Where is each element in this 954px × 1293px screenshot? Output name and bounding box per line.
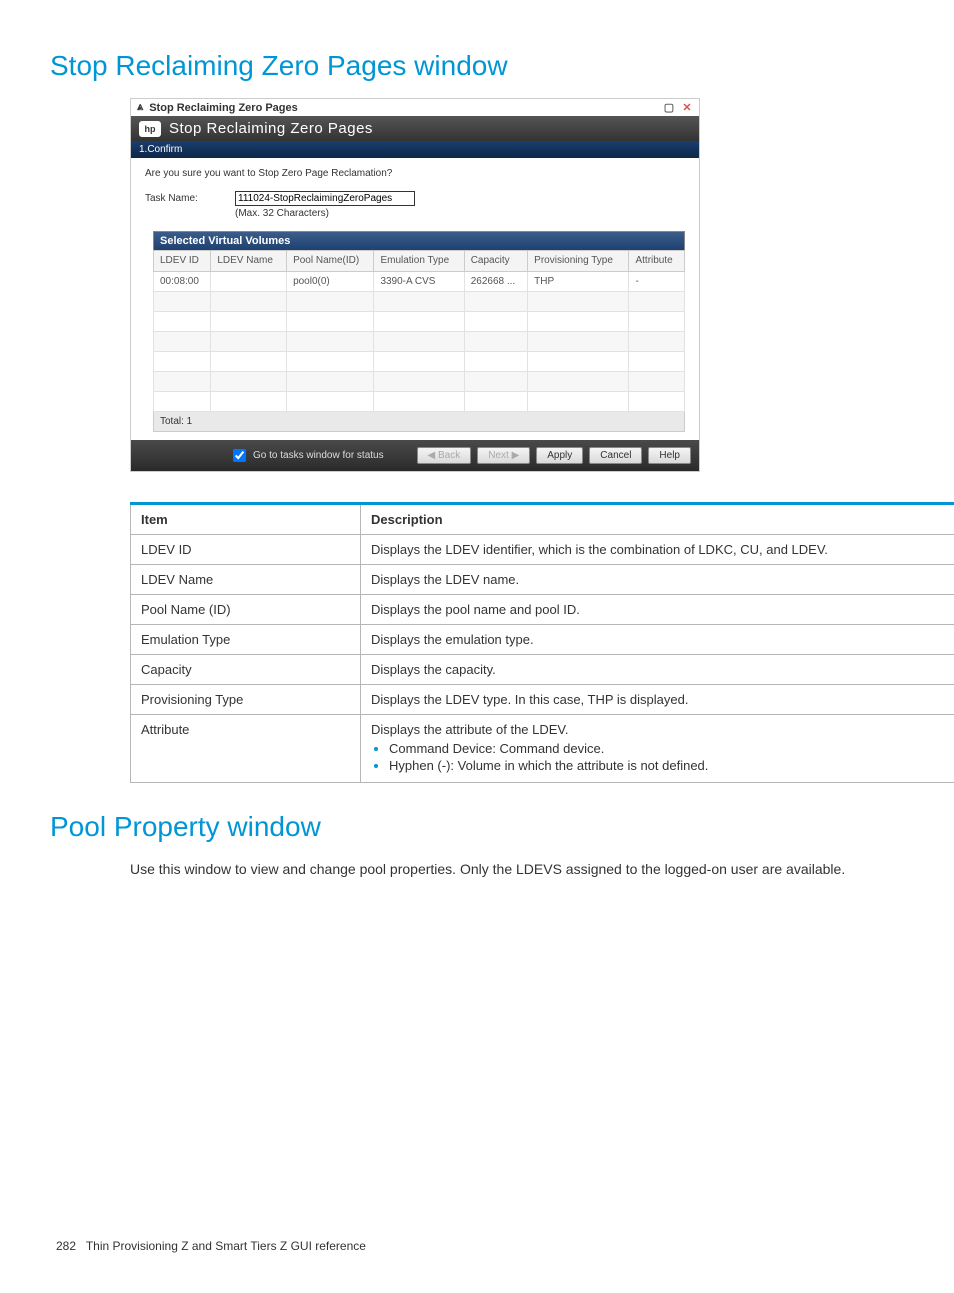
- table-row: [154, 311, 685, 331]
- collapse-icon[interactable]: ⩓: [137, 101, 143, 114]
- desc-text: Displays the LDEV name.: [361, 564, 954, 594]
- cell-pool: pool0(0): [287, 271, 374, 291]
- selected-volumes-grid: Selected Virtual Volumes LDEV ID LDEV Na…: [153, 231, 685, 432]
- cell-ldev-name: [211, 271, 287, 291]
- table-row: [154, 291, 685, 311]
- col-ldev-id[interactable]: LDEV ID: [154, 251, 211, 272]
- cell-attr: -: [629, 271, 685, 291]
- window-title: Stop Reclaiming Zero Pages: [149, 102, 298, 114]
- desc-text: Displays the LDEV identifier, which is t…: [361, 534, 954, 564]
- desc-item: Pool Name (ID): [131, 594, 361, 624]
- wizard-step-confirm: 1.Confirm: [131, 141, 699, 158]
- task-name-label: Task Name:: [145, 191, 215, 204]
- desc-text: Displays the LDEV type. In this case, TH…: [361, 684, 954, 714]
- section-heading-stop-reclaiming: Stop Reclaiming Zero Pages window: [50, 50, 904, 82]
- table-row[interactable]: 00:08:00 pool0(0) 3390-A CVS 262668 ... …: [154, 271, 685, 291]
- section-heading-pool-property: Pool Property window: [50, 811, 904, 843]
- col-attribute[interactable]: Attribute: [629, 251, 685, 272]
- desc-text: Displays the capacity.: [361, 654, 954, 684]
- cell-cap: 262668 ...: [464, 271, 527, 291]
- dialog-header: hp Stop Reclaiming Zero Pages: [131, 116, 699, 141]
- col-emulation-type[interactable]: Emulation Type: [374, 251, 464, 272]
- attr-line: Displays the attribute of the LDEV.: [371, 722, 569, 737]
- desc-head-desc: Description: [361, 503, 954, 534]
- cell-emu: 3390-A CVS: [374, 271, 464, 291]
- dialog-body: Are you sure you want to Stop Zero Page …: [131, 158, 699, 440]
- cell-ldev-id: 00:08:00: [154, 271, 211, 291]
- col-ldev-name[interactable]: LDEV Name: [211, 251, 287, 272]
- apply-button[interactable]: Apply: [536, 447, 583, 464]
- attr-bullet: Hyphen (-): Volume in which the attribut…: [389, 758, 954, 773]
- task-name-input[interactable]: [235, 191, 415, 206]
- desc-item: Emulation Type: [131, 624, 361, 654]
- description-table: Item Description LDEV IDDisplays the LDE…: [130, 502, 954, 783]
- table-row: [154, 391, 685, 411]
- go-to-tasks-checkbox-wrap[interactable]: Go to tasks window for status: [229, 446, 384, 465]
- footer-text: Thin Provisioning Z and Smart Tiers Z GU…: [86, 1239, 366, 1253]
- go-to-tasks-checkbox[interactable]: [233, 449, 246, 462]
- help-button[interactable]: Help: [648, 447, 691, 464]
- attr-bullet: Command Device: Command device.: [389, 741, 954, 756]
- back-button[interactable]: ◀ Back: [417, 447, 472, 464]
- volumes-table: LDEV ID LDEV Name Pool Name(ID) Emulatio…: [153, 250, 685, 412]
- table-row: [154, 371, 685, 391]
- cell-prov: THP: [528, 271, 629, 291]
- dialog-actions: Go to tasks window for status ◀ Back Nex…: [131, 440, 699, 471]
- desc-item: Attribute: [131, 714, 361, 782]
- close-icon[interactable]: ✕: [681, 101, 693, 114]
- col-capacity[interactable]: Capacity: [464, 251, 527, 272]
- desc-item: LDEV Name: [131, 564, 361, 594]
- col-provisioning-type[interactable]: Provisioning Type: [528, 251, 629, 272]
- dialog-header-title: Stop Reclaiming Zero Pages: [169, 120, 373, 137]
- grid-title: Selected Virtual Volumes: [153, 231, 685, 250]
- desc-text: Displays the attribute of the LDEV. Comm…: [361, 714, 954, 782]
- page-number: 282: [56, 1239, 76, 1253]
- pool-property-intro: Use this window to view and change pool …: [130, 859, 904, 879]
- desc-item: Provisioning Type: [131, 684, 361, 714]
- dialog-window: ⩓ Stop Reclaiming Zero Pages ▢ ✕ hp Stop…: [130, 98, 700, 472]
- table-row: [154, 351, 685, 371]
- go-to-tasks-label: Go to tasks window for status: [253, 450, 384, 461]
- desc-text: Displays the pool name and pool ID.: [361, 594, 954, 624]
- table-row: [154, 331, 685, 351]
- confirm-message: Are you sure you want to Stop Zero Page …: [145, 168, 685, 179]
- grid-total: Total: 1: [153, 412, 685, 432]
- next-button[interactable]: Next ▶: [477, 447, 530, 464]
- desc-item: LDEV ID: [131, 534, 361, 564]
- page-footer: 282 Thin Provisioning Z and Smart Tiers …: [50, 1239, 904, 1253]
- desc-item: Capacity: [131, 654, 361, 684]
- window-titlebar: ⩓ Stop Reclaiming Zero Pages ▢ ✕: [131, 99, 699, 116]
- hp-logo-icon: hp: [139, 121, 161, 137]
- desc-head-item: Item: [131, 503, 361, 534]
- maximize-icon[interactable]: ▢: [663, 101, 675, 114]
- desc-text: Displays the emulation type.: [361, 624, 954, 654]
- col-pool-name[interactable]: Pool Name(ID): [287, 251, 374, 272]
- cancel-button[interactable]: Cancel: [589, 447, 642, 464]
- task-name-hint: (Max. 32 Characters): [235, 208, 415, 219]
